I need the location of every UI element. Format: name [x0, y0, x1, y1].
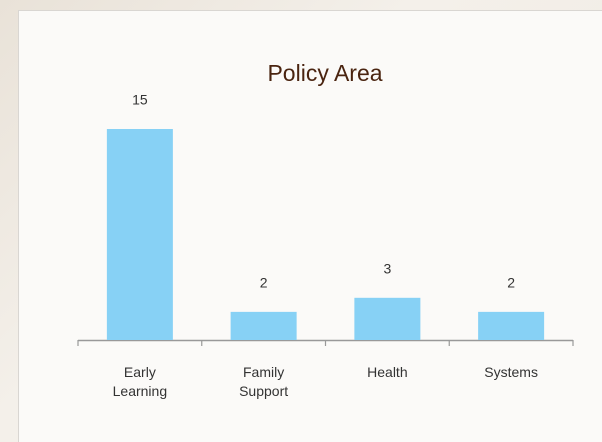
- bar: [354, 297, 421, 340]
- data-label: 2: [507, 275, 515, 291]
- data-label: 2: [260, 275, 268, 291]
- x-tick-label: Family Support: [239, 364, 289, 399]
- x-tick-label: Systems: [484, 364, 538, 380]
- bar: [106, 129, 173, 340]
- bar: [478, 311, 545, 340]
- chart-title: Policy Area: [267, 60, 382, 86]
- data-label: 15: [132, 92, 148, 108]
- x-tick-label: Health: [367, 364, 408, 380]
- x-tick-label: Early Learning: [112, 364, 168, 399]
- bar: [230, 311, 297, 340]
- data-label: 3: [383, 261, 391, 277]
